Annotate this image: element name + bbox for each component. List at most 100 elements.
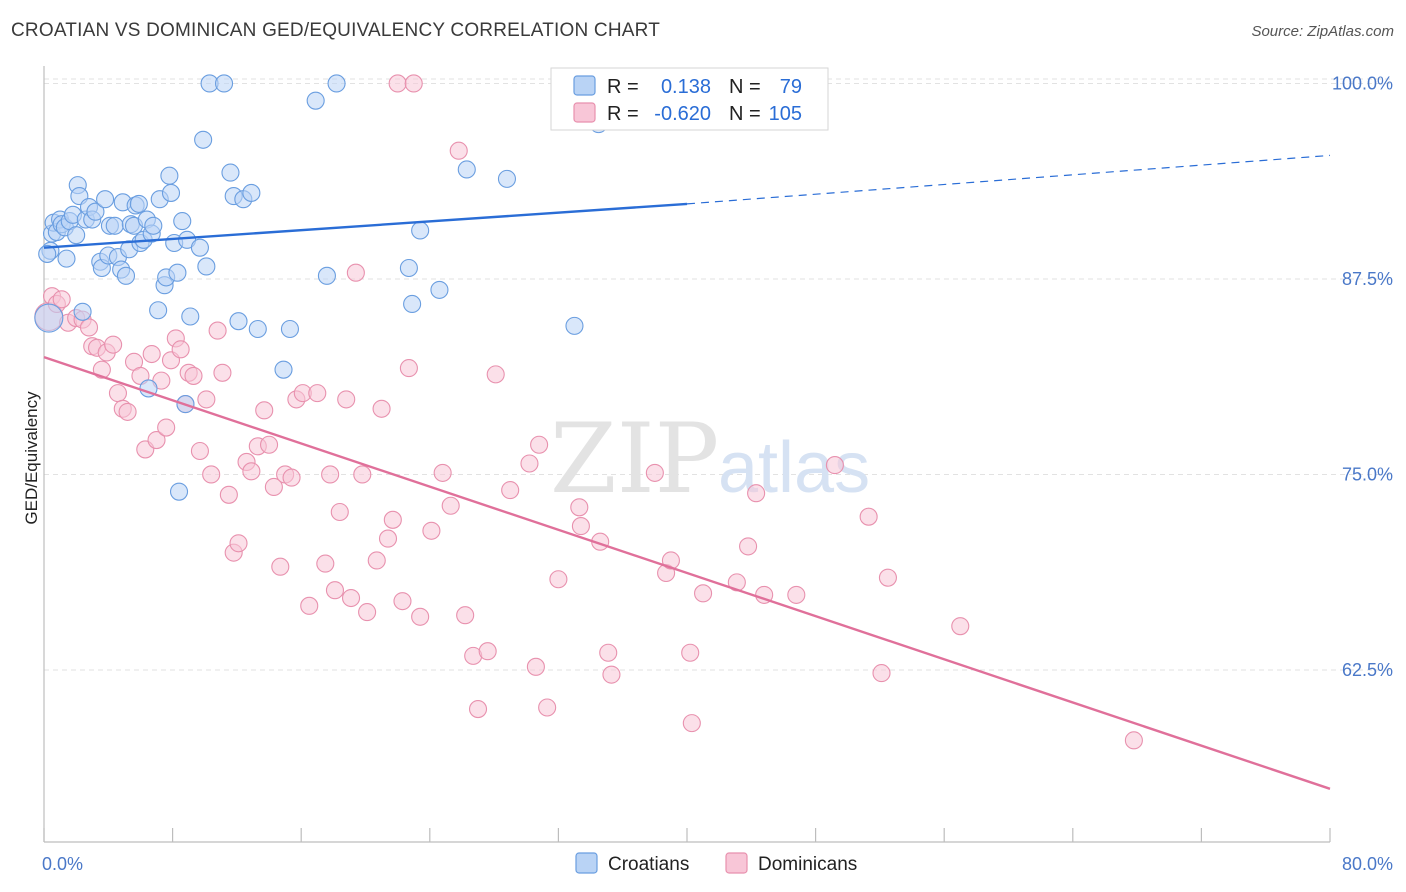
dominican-point (570, 498, 589, 517)
dominican-point (825, 456, 844, 475)
x-tick-label: 0.0% (42, 854, 83, 874)
dominican-point (422, 521, 441, 540)
dominican-point (337, 390, 356, 409)
croatian-point (168, 263, 187, 282)
dominican-point (571, 517, 590, 536)
watermark-atlas: atlas (718, 428, 870, 508)
legend-croatian-r-value: 0.138 (661, 76, 711, 98)
croatian-point (457, 160, 476, 179)
dominican-point (171, 340, 190, 359)
croatian-point (274, 360, 293, 379)
dominican-point (501, 481, 520, 500)
croatian-point (161, 183, 181, 202)
croatian-point (327, 74, 346, 93)
dominican-point (404, 74, 423, 93)
legend-dominican-n-value: 105 (769, 103, 802, 125)
dominican-point (300, 596, 319, 615)
correlation-legend: R = 0.138 N = 79 R = -0.620 N = 105 (550, 67, 829, 131)
dominican-point (520, 454, 539, 473)
dominican-point (599, 643, 618, 662)
croatian-point (86, 202, 105, 221)
dominican-point (213, 363, 232, 382)
dominican-point (308, 384, 327, 403)
dominican-point (108, 384, 127, 403)
y-tick-label: 62.5% (1342, 660, 1393, 680)
croatian-point (197, 257, 216, 276)
legend-croatian-r-label: R = (607, 76, 639, 98)
dominican-point (694, 584, 713, 603)
dominican-point (79, 318, 99, 337)
y-axis-label: GED/Equivalency (22, 391, 41, 525)
croatian-point (411, 221, 430, 240)
dominican-point (872, 664, 891, 683)
dominican-point (208, 321, 227, 340)
dominican-point (282, 468, 301, 487)
croatian-point (229, 312, 248, 331)
croatian-point (38, 244, 57, 263)
dominican-point (681, 643, 700, 662)
dominican-point (951, 617, 970, 636)
dominican-point (530, 435, 549, 454)
croatian-point (73, 302, 92, 321)
dominican-point (242, 462, 261, 481)
dominican-point (147, 431, 166, 450)
dominican-point (433, 463, 452, 482)
croatian-point (144, 216, 163, 235)
legend-box (550, 67, 829, 131)
dominican-point (219, 485, 238, 504)
legend-croatian-n-value: 79 (780, 76, 802, 98)
croatian-point (214, 74, 234, 93)
dominican-point (52, 290, 71, 309)
croatian-point (430, 280, 449, 299)
dominican-point (229, 534, 248, 553)
dominican-point (388, 74, 407, 93)
legend-croatian-swatch (573, 75, 596, 96)
dominican-point (341, 588, 361, 608)
legend-dominican-n-label: N = (729, 103, 761, 125)
dominican-point (383, 510, 402, 529)
croatian-point (306, 91, 325, 110)
dominican-point (526, 657, 545, 676)
legend-dominican-r-label: R = (607, 103, 639, 125)
dominican-point (878, 568, 897, 587)
dominican-point (661, 551, 680, 570)
watermark: ZIP atlas (550, 403, 870, 515)
x-tick-label: 80.0% (1342, 854, 1393, 874)
dominican-point (197, 390, 216, 409)
dominican-point (142, 344, 161, 364)
dominican-point (184, 366, 203, 385)
croatian-point (96, 190, 115, 209)
dominican-point (739, 537, 758, 556)
dominican-point (325, 581, 345, 600)
dominican-point (358, 603, 377, 622)
dominican-point (399, 359, 418, 378)
dominican-point (602, 665, 621, 684)
croatian-trend-extension (686, 154, 1331, 205)
dominican-point (202, 465, 221, 484)
croatian-trend-line (43, 202, 688, 249)
croatian-point (242, 183, 261, 202)
dominican-point (255, 401, 274, 420)
grid-lines (44, 78, 1392, 671)
y-tick-label: 100.0% (1332, 73, 1393, 93)
source-label: Source: ZipAtlas.com (1251, 23, 1394, 40)
dominican-point (859, 507, 878, 526)
croatian-point (160, 166, 179, 185)
dominican-point (264, 477, 283, 497)
dominican-point (190, 441, 209, 461)
legend-dominican-r-value: -0.620 (654, 103, 711, 125)
dominican-point (486, 365, 505, 384)
croatian-point (190, 238, 209, 257)
dominican-point (411, 607, 430, 626)
croatian-point (149, 301, 168, 320)
croatian-point (317, 266, 336, 285)
dominican-point (449, 141, 468, 160)
dominican-point (346, 263, 365, 282)
dominican-point (372, 399, 391, 418)
croatian-point (67, 226, 86, 245)
croatian-point (497, 169, 517, 188)
croatian-point (221, 163, 240, 182)
croatian-point (57, 249, 76, 268)
dominican-point (393, 592, 412, 611)
croatian-point (403, 294, 422, 314)
